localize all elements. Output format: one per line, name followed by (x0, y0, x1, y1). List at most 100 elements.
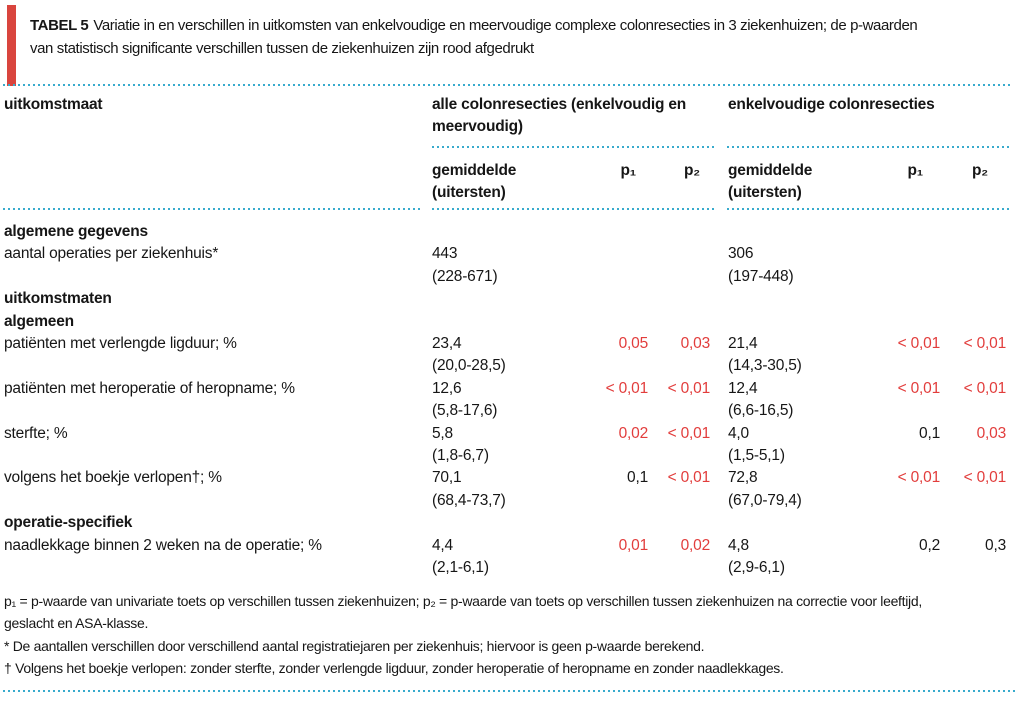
mean-cell: 70,1 (68,4-73,7) (432, 467, 572, 512)
range-value: (6,6-16,5) (728, 402, 794, 420)
section-header-row: uitkomstmaten (0, 288, 1024, 310)
table-row: volgens het boekje verlopen†; % 70,1 (68,4… (0, 467, 1024, 512)
mean-value: 12,6 (432, 379, 462, 397)
mean-cell: 12,6 (5,8-17,6) (432, 378, 572, 423)
mean-value: 5,8 (432, 424, 453, 442)
rule-header-right (727, 208, 1012, 210)
subheader-mean-2: gemiddelde (uitersten) (728, 162, 813, 201)
section-label: operatie-specifiek (4, 514, 133, 532)
table-row: aantal operaties per ziekenhuis* 443 (228-… (0, 243, 1024, 288)
mean-cell: 4,4 (2,1-6,1) (432, 535, 572, 580)
mean-cell: 21,4 (14,3-30,5) (728, 333, 868, 378)
table-number: TABEL 5 (30, 17, 89, 34)
mean-cell: 12,4 (6,6-16,5) (728, 378, 868, 423)
row-label: sterfte; % (4, 424, 68, 442)
caption-line-2: van statistisch significante verschillen… (30, 40, 534, 57)
p2-value: < 0,01 (667, 379, 711, 397)
p1-value: 0,05 (618, 335, 649, 353)
range-value: (68,4-73,7) (432, 491, 506, 509)
caption-line-1: TABEL 5 Variatie in en verschillen in uit… (30, 14, 918, 37)
p1-value: 0,1 (627, 469, 648, 487)
p1-value: < 0,01 (897, 335, 941, 353)
section-label: algemeen (4, 312, 74, 330)
row-label: patiënten met verlengde ligduur; % (4, 335, 237, 353)
table-row: patiënten met heroperatie of heropname; … (0, 378, 1024, 423)
p2-value: 0,03 (976, 424, 1007, 442)
range-value: (197-448) (728, 267, 794, 285)
mean-cell: 306 (197-448) (728, 243, 868, 288)
footnote-asterisk: * De aantallen verschillen door verschil… (4, 637, 705, 654)
mean-value: 4,4 (432, 536, 453, 554)
column-group-single-resections: enkelvoudige colonresecties (728, 96, 935, 113)
p1-value: 0,2 (919, 536, 940, 554)
subheader-p1-1: p₁ (620, 162, 637, 179)
mean-value: 306 (728, 245, 754, 263)
column-header-outcome: uitkomstmaat (4, 96, 103, 113)
table-caption: TABEL 5 Variatie in en verschillen in uit… (30, 14, 918, 60)
range-value: (228-671) (432, 267, 498, 285)
mean-value: 4,8 (728, 536, 749, 554)
range-value: (2,1-6,1) (432, 559, 489, 577)
p1-value: 0,01 (618, 536, 649, 554)
p2-value: < 0,01 (963, 469, 1007, 487)
column-group-all-resections: alle colonresecties (enkelvoudig en meer… (432, 96, 687, 135)
mean-value: 4,0 (728, 424, 749, 442)
p2-value: < 0,01 (963, 335, 1007, 353)
table-row: sterfte; % 5,8 (1,8-6,7) 0,02 < 0,01 4,0 (1,5-… (0, 423, 1024, 468)
mean-value: 21,4 (728, 335, 758, 353)
section-header-row: algemeen (0, 311, 1024, 333)
section-header-row: operatie-specifiek (0, 512, 1024, 534)
p2-value: 0,02 (680, 536, 711, 554)
rule-header-mid (432, 208, 714, 210)
p2-value: 0,03 (680, 335, 711, 353)
section-label: uitkomstmaten (4, 290, 112, 308)
p2-value: < 0,01 (963, 379, 1007, 397)
range-value: (1,8-6,7) (432, 447, 489, 465)
mean-cell: 5,8 (1,8-6,7) (432, 423, 572, 468)
mean-cell: 4,0 (1,5-5,1) (728, 423, 868, 468)
range-value: (14,3-30,5) (728, 357, 802, 375)
p1-value: < 0,01 (897, 469, 941, 487)
p2-value: 0,3 (985, 536, 1006, 554)
range-value: (67,0-79,4) (728, 491, 802, 509)
rule-bottom (3, 690, 1015, 692)
subheader-p2-2: p₂ (972, 162, 988, 179)
mean-cell: 72,8 (67,0-79,4) (728, 467, 868, 512)
p1-value: 0,02 (618, 424, 649, 442)
table-row: patiënten met verlengde ligduur; % 23,4 (2… (0, 333, 1024, 378)
mean-value: 443 (432, 245, 458, 263)
p1-value: < 0,01 (605, 379, 649, 397)
table-row: naadlekkage binnen 2 weken na de operati… (0, 535, 1024, 580)
row-label: patiënten met heroperatie of heropname; … (4, 379, 295, 397)
subheader-p2-1: p₂ (684, 162, 700, 179)
footnote-p-definitions: p₁ = p-waarde van univariate toets op ve… (4, 593, 922, 632)
rule-top (3, 84, 1012, 86)
p1-value: 0,1 (919, 424, 940, 442)
rule-group2 (727, 146, 1012, 148)
row-label: aantal operaties per ziekenhuis* (4, 245, 219, 263)
range-value: (5,8-17,6) (432, 402, 498, 420)
rule-group1 (432, 146, 714, 148)
mean-cell: 23,4 (20,0-28,5) (432, 333, 572, 378)
row-label: naadlekkage binnen 2 weken na de operati… (4, 536, 322, 554)
footnote-dagger: † Volgens het boekje verlopen: zonder st… (4, 659, 784, 676)
mean-value: 12,4 (728, 379, 758, 397)
mean-value: 70,1 (432, 469, 462, 487)
mean-cell: 4,8 (2,9-6,1) (728, 535, 868, 580)
rule-header-left (3, 208, 423, 210)
section-label: algemene gegevens (4, 223, 148, 240)
subheader-mean-1: gemiddelde (uitersten) (432, 162, 517, 201)
accent-bar (7, 5, 16, 86)
p2-value: < 0,01 (667, 424, 711, 442)
range-value: (20,0-28,5) (432, 357, 506, 375)
row-label: volgens het boekje verlopen†; % (4, 469, 222, 487)
p2-value: < 0,01 (667, 469, 711, 487)
mean-cell: 443 (228-671) (432, 243, 572, 288)
range-value: (1,5-5,1) (728, 447, 785, 465)
footnotes: p₁ = p-waarde van univariate toets op ve… (4, 590, 1020, 679)
section-header-row: algemene gegevens (0, 221, 1024, 243)
mean-value: 72,8 (728, 469, 758, 487)
mean-value: 23,4 (432, 335, 462, 353)
p1-value: < 0,01 (897, 379, 941, 397)
